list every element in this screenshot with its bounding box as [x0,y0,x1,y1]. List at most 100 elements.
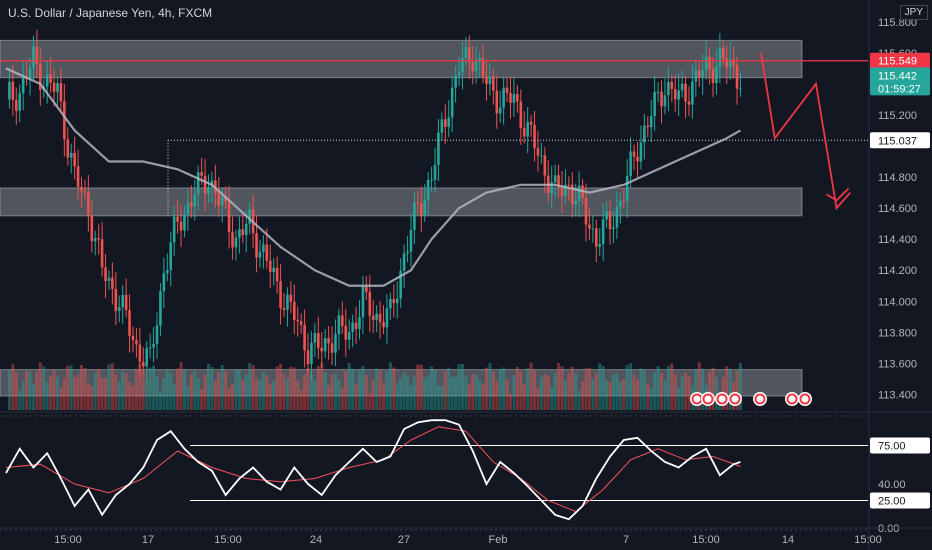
volume-bar [100,377,104,410]
volume-bar [526,368,530,410]
candle-body [344,325,348,340]
volume-bar [673,374,677,410]
candle-body [529,121,533,125]
volume-bar [471,373,475,410]
volume-bar [591,378,595,410]
time-tick: 17 [142,534,154,546]
candle-body [69,152,73,158]
volume-bar [649,388,653,410]
candle-body [21,76,25,94]
candle-body [684,83,687,102]
volume-bar [18,390,22,410]
candle-body [718,47,722,67]
candle-body [536,148,540,156]
volume-bar [577,390,581,410]
candle-body [509,92,512,103]
volume-bar [86,383,90,410]
volume-bar [684,372,688,410]
candle-body [76,166,80,187]
candle-body [474,61,478,71]
time-tick: Feb [489,534,508,546]
volume-bar [677,387,681,410]
volume-bar [285,377,289,410]
volume-bar [388,362,392,410]
candle-body [128,310,131,336]
volume-bar [632,374,636,410]
candle-body [323,338,327,352]
volume-bar [93,373,97,410]
candle-body [457,72,461,76]
volume-bar [361,365,365,410]
candle-body [186,202,190,214]
candle-body [282,308,286,310]
candle-body [49,74,52,83]
candle-body [11,81,15,101]
volume-bar [200,389,204,410]
time-tick: 15:00 [692,534,720,546]
candle-body [564,184,567,197]
volume-bar [488,362,492,410]
volume-bar [80,364,84,410]
volume-bar [35,371,39,410]
candle-body [169,242,173,271]
volume-bar [594,373,598,410]
candle-body [468,47,471,63]
candle-body [516,94,519,102]
candle-body [248,209,251,224]
volume-bar [646,383,650,410]
volume-bar [512,375,516,410]
price-tick: 113.600 [878,358,917,370]
volume-bar [697,362,701,410]
osc-level-label: 25.00 [878,496,906,508]
candle-body [59,83,63,102]
volume-bar [635,378,639,410]
volume-bar [666,366,670,410]
candle-body [351,322,354,333]
candle-body [478,58,481,62]
candle-body [471,62,475,71]
candle-body [18,93,22,111]
time-tick: 7 [623,534,629,546]
volume-bar [203,374,207,410]
candle-body [622,200,626,202]
volume-bar [296,380,300,410]
volume-bar [31,383,35,410]
volume-bar [539,377,543,410]
volume-bar [708,371,712,410]
volume-bar [158,391,162,410]
candle-body [196,172,200,195]
candle-body [519,101,523,129]
candle-body [368,291,372,316]
osc-tick: 40.00 [878,479,906,491]
candle-body [190,202,193,207]
volume-bar [714,376,718,410]
candle-body [708,56,711,70]
volume-bar [416,364,420,410]
osc-signal-line [5,426,741,513]
candle-body [680,83,684,91]
volume-bar [138,363,142,410]
volume-bar [608,381,612,410]
volume-bar [237,369,241,410]
volume-bar [282,374,286,410]
volume-bar [529,362,533,410]
volume-bar [306,367,310,410]
volume-bar [275,366,279,410]
volume-bar [110,363,114,410]
candle-body [306,350,310,365]
volume-bar [430,366,434,410]
candle-body [179,221,183,231]
volume-bar [728,368,732,410]
volume-bar [711,367,715,410]
candle-body [443,119,447,127]
volume-bar [395,383,399,410]
candle-body [413,202,416,230]
forecast-arrow [760,52,851,211]
candle-body [299,321,303,325]
volume-bar [76,374,80,410]
candle-body [584,197,588,225]
volume-bar [570,366,574,410]
candle-body [567,184,571,186]
